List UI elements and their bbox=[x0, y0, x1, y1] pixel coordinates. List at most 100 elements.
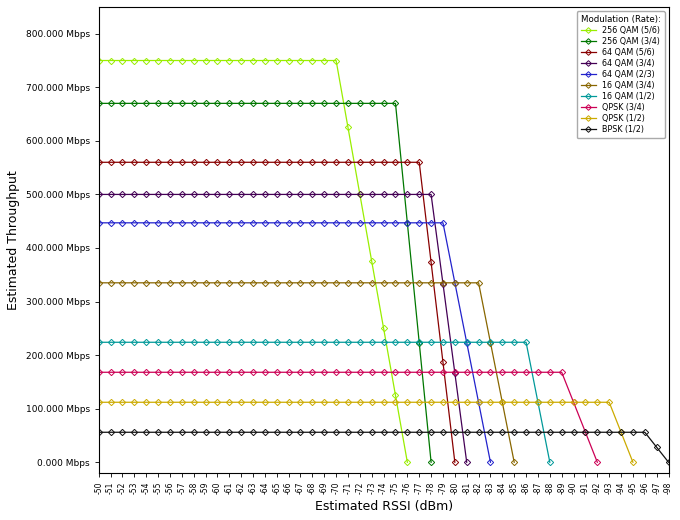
256 QAM (3/4) bbox=[130, 100, 138, 107]
BPSK (1/2) bbox=[451, 429, 459, 435]
256 QAM (3/4) bbox=[201, 100, 209, 107]
BPSK (1/2) bbox=[653, 444, 661, 450]
64 QAM (2/3) bbox=[166, 219, 174, 226]
16 QAM (1/2) bbox=[273, 339, 281, 345]
BPSK (1/2) bbox=[629, 429, 637, 435]
QPSK (1/2) bbox=[475, 399, 483, 406]
BPSK (1/2) bbox=[107, 429, 115, 435]
BPSK (1/2) bbox=[118, 429, 126, 435]
16 QAM (1/2) bbox=[214, 339, 222, 345]
16 QAM (1/2) bbox=[439, 339, 447, 345]
QPSK (3/4) bbox=[439, 369, 447, 375]
QPSK (1/2) bbox=[320, 399, 328, 406]
64 QAM (2/3) bbox=[451, 280, 459, 286]
QPSK (1/2) bbox=[308, 399, 316, 406]
16 QAM (1/2) bbox=[451, 339, 459, 345]
BPSK (1/2) bbox=[641, 429, 649, 435]
256 QAM (3/4) bbox=[344, 100, 352, 107]
64 QAM (5/6) bbox=[308, 159, 316, 165]
16 QAM (1/2) bbox=[296, 339, 305, 345]
QPSK (1/2) bbox=[451, 399, 459, 406]
16 QAM (1/2) bbox=[379, 339, 388, 345]
QPSK (1/2) bbox=[593, 399, 601, 406]
BPSK (1/2) bbox=[593, 429, 601, 435]
64 QAM (2/3) bbox=[415, 219, 424, 226]
64 QAM (3/4) bbox=[190, 191, 198, 198]
256 QAM (3/4) bbox=[225, 100, 233, 107]
64 QAM (5/6) bbox=[415, 159, 424, 165]
Line: BPSK (1/2): BPSK (1/2) bbox=[97, 430, 670, 464]
BPSK (1/2) bbox=[356, 429, 364, 435]
16 QAM (3/4) bbox=[308, 280, 316, 286]
256 QAM (3/4) bbox=[142, 100, 150, 107]
64 QAM (2/3) bbox=[379, 219, 388, 226]
QPSK (3/4) bbox=[356, 369, 364, 375]
64 QAM (2/3) bbox=[237, 219, 245, 226]
64 QAM (5/6) bbox=[261, 159, 269, 165]
QPSK (1/2) bbox=[522, 399, 530, 406]
64 QAM (5/6) bbox=[166, 159, 174, 165]
QPSK (3/4) bbox=[344, 369, 352, 375]
64 QAM (2/3) bbox=[486, 459, 494, 465]
QPSK (1/2) bbox=[569, 399, 577, 406]
QPSK (1/2) bbox=[439, 399, 447, 406]
BPSK (1/2) bbox=[392, 429, 400, 435]
16 QAM (1/2) bbox=[546, 459, 554, 465]
64 QAM (5/6) bbox=[332, 159, 340, 165]
QPSK (1/2) bbox=[237, 399, 245, 406]
256 QAM (5/6) bbox=[249, 57, 257, 63]
QPSK (3/4) bbox=[166, 369, 174, 375]
QPSK (3/4) bbox=[296, 369, 305, 375]
16 QAM (1/2) bbox=[475, 339, 483, 345]
16 QAM (1/2) bbox=[130, 339, 138, 345]
QPSK (1/2) bbox=[392, 399, 400, 406]
BPSK (1/2) bbox=[308, 429, 316, 435]
BPSK (1/2) bbox=[214, 429, 222, 435]
256 QAM (3/4) bbox=[166, 100, 174, 107]
64 QAM (3/4) bbox=[451, 370, 459, 376]
QPSK (3/4) bbox=[558, 369, 566, 375]
BPSK (1/2) bbox=[320, 429, 328, 435]
BPSK (1/2) bbox=[284, 429, 292, 435]
QPSK (1/2) bbox=[118, 399, 126, 406]
64 QAM (5/6) bbox=[320, 159, 328, 165]
BPSK (1/2) bbox=[427, 429, 435, 435]
64 QAM (2/3) bbox=[107, 219, 115, 226]
QPSK (3/4) bbox=[403, 369, 411, 375]
QPSK (1/2) bbox=[617, 429, 625, 435]
BPSK (1/2) bbox=[558, 429, 566, 435]
BPSK (1/2) bbox=[177, 429, 186, 435]
256 QAM (5/6) bbox=[237, 57, 245, 63]
16 QAM (1/2) bbox=[498, 339, 507, 345]
16 QAM (3/4) bbox=[379, 280, 388, 286]
16 QAM (1/2) bbox=[95, 339, 103, 345]
256 QAM (5/6) bbox=[296, 57, 305, 63]
16 QAM (3/4) bbox=[510, 459, 518, 465]
X-axis label: Estimated RSSI (dBm): Estimated RSSI (dBm) bbox=[315, 500, 453, 513]
BPSK (1/2) bbox=[605, 429, 613, 435]
QPSK (3/4) bbox=[415, 369, 424, 375]
QPSK (3/4) bbox=[273, 369, 281, 375]
64 QAM (5/6) bbox=[190, 159, 198, 165]
64 QAM (5/6) bbox=[403, 159, 411, 165]
QPSK (1/2) bbox=[107, 399, 115, 406]
QPSK (1/2) bbox=[177, 399, 186, 406]
QPSK (3/4) bbox=[284, 369, 292, 375]
64 QAM (3/4) bbox=[273, 191, 281, 198]
16 QAM (3/4) bbox=[392, 280, 400, 286]
BPSK (1/2) bbox=[462, 429, 471, 435]
BPSK (1/2) bbox=[332, 429, 340, 435]
64 QAM (5/6) bbox=[154, 159, 162, 165]
BPSK (1/2) bbox=[154, 429, 162, 435]
64 QAM (5/6) bbox=[379, 159, 388, 165]
256 QAM (5/6) bbox=[403, 459, 411, 465]
16 QAM (3/4) bbox=[249, 280, 257, 286]
Line: 256 QAM (3/4): 256 QAM (3/4) bbox=[97, 101, 433, 464]
Line: 64 QAM (2/3): 64 QAM (2/3) bbox=[97, 220, 493, 464]
QPSK (1/2) bbox=[546, 399, 554, 406]
QPSK (3/4) bbox=[462, 369, 471, 375]
QPSK (1/2) bbox=[166, 399, 174, 406]
64 QAM (3/4) bbox=[344, 191, 352, 198]
256 QAM (3/4) bbox=[415, 340, 424, 346]
BPSK (1/2) bbox=[237, 429, 245, 435]
